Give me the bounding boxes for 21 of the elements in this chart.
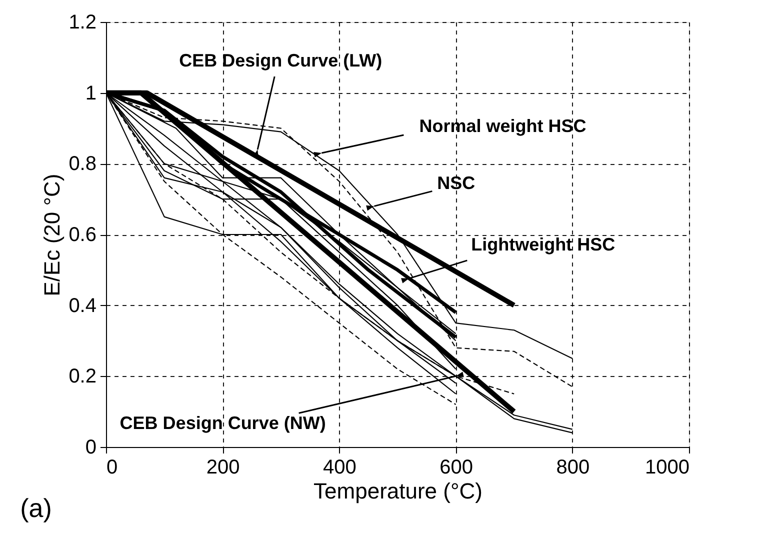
y-tick-label: 0.8 <box>68 153 96 176</box>
y-tick-label: 0.6 <box>68 224 96 246</box>
y-tick-label: 0.4 <box>68 294 96 317</box>
y-axis-title: E/Ec (20 °C) <box>40 174 65 296</box>
x-tick-label: 0 <box>106 456 118 478</box>
y-tick-label: 0 <box>85 436 96 458</box>
y-tick-label: 1.2 <box>68 12 96 34</box>
annotation: NSC <box>437 173 476 194</box>
x-tick-label: 600 <box>440 456 473 478</box>
x-tick-label: 400 <box>323 456 356 478</box>
annotation: Normal weight HSC <box>419 116 586 136</box>
annotation: Lightweight HSC <box>471 234 616 254</box>
text: (a) <box>20 493 52 523</box>
x-axis-title: Temperature (°C) <box>314 478 482 504</box>
y-tick-label: 0.2 <box>68 366 96 388</box>
annotation: CEB Design Curve (LW) <box>179 50 382 70</box>
y-tick-label: 1 <box>85 82 96 104</box>
x-tick-label: 1000 <box>645 456 690 478</box>
x-tick-label: 800 <box>556 456 590 478</box>
x-tick-label: 200 <box>206 456 240 478</box>
annotation: CEB Design Curve (NW) <box>120 413 326 434</box>
